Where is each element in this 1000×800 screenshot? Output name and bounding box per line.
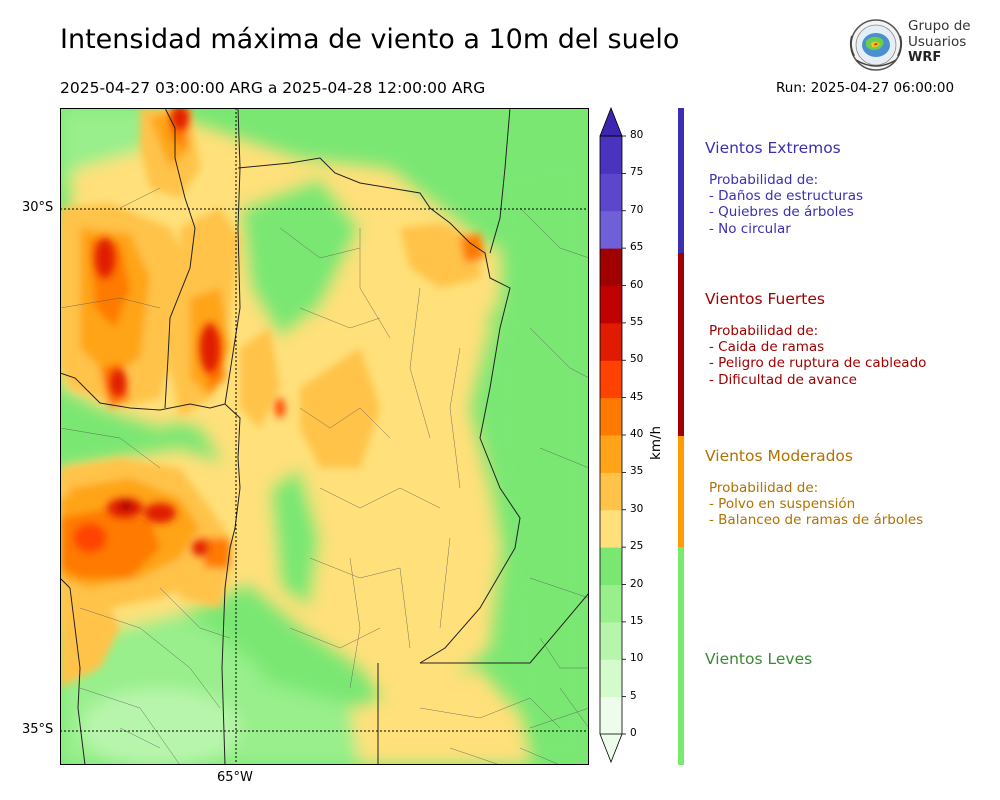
- colorbar-segment-65: [600, 210, 622, 249]
- colorbar-tick-label: 40: [630, 428, 644, 440]
- province-borders: [60, 108, 589, 765]
- colorbar-tick-label: 35: [630, 465, 644, 478]
- colorbar-tick-label: 10: [630, 652, 644, 665]
- strong-description: Probabilidad de: - Caida de ramas - Peli…: [709, 323, 927, 388]
- colorbar-min-extension: [599, 733, 623, 764]
- colorbar-segment-5: [600, 659, 622, 698]
- colorbar-tick-label: 30: [630, 502, 644, 515]
- colorbar-tick-label: 55: [630, 315, 644, 328]
- run-timestamp: Run: 2025-04-27 06:00:00: [776, 80, 955, 96]
- colorbar-tick-label: 45: [630, 390, 644, 403]
- logo-line-3: WRF: [908, 50, 942, 65]
- moderate-category-bar: [678, 436, 684, 547]
- wind-field: [60, 108, 589, 765]
- colorbar-segment-45: [600, 360, 622, 399]
- light-title: Vientos Leves: [705, 650, 813, 668]
- colorbar-tick-label: 65: [630, 241, 644, 254]
- colorbar-tick-label: 75: [630, 166, 644, 179]
- globe-seal-icon: [849, 19, 903, 71]
- department-borders: [60, 187, 589, 765]
- map-title: Intensidad máxima de viento a 10m del su…: [60, 24, 680, 55]
- extreme-category-bar: [678, 108, 684, 253]
- colorbar-tick-label: 80: [630, 129, 644, 141]
- colorbar-tick-label: 20: [630, 577, 644, 590]
- colorbar-tick-label: 5: [630, 689, 637, 702]
- colorbar-tick-label: 0: [630, 727, 637, 739]
- colorbar-segment-25: [600, 509, 622, 548]
- colorbar-segment-15: [600, 584, 622, 623]
- lat-label-30s: 30°S: [22, 200, 54, 215]
- forecast-period: 2025-04-27 03:00:00 ARG a 2025-04-28 12:…: [60, 79, 486, 97]
- lat-label-35s: 35°S: [22, 722, 54, 737]
- colorbar-tick-label: 60: [630, 278, 644, 291]
- colorbar-segment-20: [600, 547, 622, 585]
- logo-line-1: Grupo de: [908, 18, 971, 34]
- colorbar-segment-40: [600, 397, 622, 436]
- strong-category-bar: [678, 253, 684, 436]
- strong-title: Vientos Fuertes: [705, 290, 825, 308]
- colorbar-segment-75: [600, 136, 622, 174]
- colorbar-segment-35: [600, 435, 622, 473]
- extreme-title: Vientos Extremos: [705, 139, 841, 157]
- light-category-bar: [678, 547, 684, 765]
- extreme-description: Probabilidad de: - Daños de estructuras …: [709, 172, 864, 237]
- grupo-usuarios-wrf-logo: Grupo de Usuarios WRF: [846, 16, 972, 74]
- logo-line-2: Usuarios: [908, 34, 967, 50]
- moderate-title: Vientos Moderados: [705, 447, 853, 465]
- map-frame: [60, 108, 589, 765]
- lon-label-65w: 65°W: [217, 770, 253, 785]
- colorbar-segment-0: [600, 696, 622, 735]
- colorbar-segment-60: [600, 248, 622, 286]
- colorbar-tick-label: 25: [630, 540, 644, 553]
- colorbar-segment-30: [600, 472, 622, 511]
- colorbar-tick-label: 15: [630, 614, 644, 627]
- graticule: [60, 108, 589, 765]
- wind-colorbar: [599, 106, 626, 764]
- moderate-description: Probabilidad de: - Polvo en suspensión -…: [709, 480, 924, 529]
- colorbar-max-extension: [599, 106, 623, 137]
- colorbar-segment-55: [600, 285, 622, 324]
- colorbar-tick-label: 70: [630, 203, 644, 216]
- wind-map: [60, 108, 589, 765]
- colorbar-unit: km/h: [648, 425, 664, 460]
- colorbar-segment-50: [600, 322, 622, 361]
- colorbar-segment-10: [600, 621, 622, 660]
- colorbar-tick-label: 50: [630, 353, 644, 366]
- colorbar-segment-70: [600, 173, 622, 212]
